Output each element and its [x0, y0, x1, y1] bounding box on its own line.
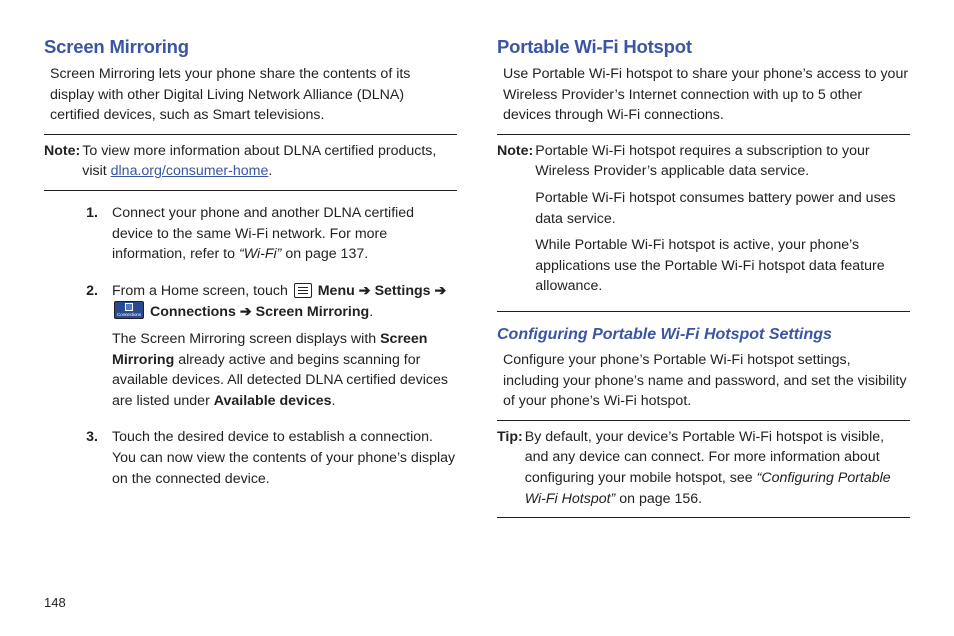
note-label: Note: [497, 141, 535, 303]
menu-label: Menu [318, 283, 355, 299]
step2-pre: From a Home screen, touch [112, 283, 292, 299]
step3-text: Touch the desired device to establish a … [112, 427, 457, 489]
screen-mirroring-label: Screen Mirroring [256, 304, 370, 320]
step-3: Touch the desired device to establish a … [44, 427, 457, 495]
step-2: From a Home screen, touch Menu ➔ Setting… [44, 281, 457, 418]
note-block-dlna: Note: To view more information about DLN… [44, 134, 457, 191]
note2: Portable Wi-Fi hotspot consumes battery … [535, 188, 910, 229]
note-label: Note: [44, 141, 82, 182]
menu-icon [294, 283, 312, 298]
step-1: Connect your phone and another DLNA cert… [44, 203, 457, 271]
note-block-hotspot: Note: Portable Wi-Fi hotspot requires a … [497, 134, 910, 312]
connections-label: Connections [150, 304, 236, 320]
left-column: Screen Mirroring Screen Mirroring lets y… [44, 36, 457, 530]
arrow-icon: ➔ [435, 283, 447, 299]
screen-mirroring-heading: Screen Mirroring [44, 36, 457, 58]
note-text: To view more information about DLNA cert… [82, 141, 457, 182]
connections-icon-label: Connections [115, 313, 143, 318]
right-column: Portable Wi-Fi Hotspot Use Portable Wi-F… [497, 36, 910, 530]
step2-p2d: Available devices [214, 393, 332, 409]
note-post-text: . [268, 163, 272, 179]
tip-text: By default, your device’s Portable Wi-Fi… [525, 427, 910, 509]
step1-post: on page 137. [281, 246, 368, 262]
dlna-link[interactable]: dlna.org/consumer-home [111, 163, 269, 179]
tip-block: Tip: By default, your device’s Portable … [497, 420, 910, 518]
connections-icon: Connections [114, 301, 144, 319]
screen-mirroring-intro: Screen Mirroring lets your phone share t… [50, 64, 457, 126]
step1-ref: “Wi-Fi” [239, 246, 281, 262]
steps-list: Connect your phone and another DLNA cert… [44, 203, 457, 495]
period: . [369, 304, 373, 320]
note-text: Portable Wi-Fi hotspot requires a subscr… [535, 141, 910, 303]
arrow-icon: ➔ [240, 304, 252, 320]
period: . [332, 393, 336, 409]
step2-p2a: The Screen Mirroring screen displays wit… [112, 331, 380, 347]
note1: Portable Wi-Fi hotspot requires a subscr… [535, 141, 910, 182]
tip-post: on page 156. [615, 491, 702, 507]
arrow-icon: ➔ [359, 283, 371, 299]
portable-hotspot-heading: Portable Wi-Fi Hotspot [497, 36, 910, 58]
note3: While Portable Wi-Fi hotspot is active, … [535, 235, 910, 297]
configuring-heading: Configuring Portable Wi-Fi Hotspot Setti… [497, 326, 910, 344]
page-columns: Screen Mirroring Screen Mirroring lets y… [44, 36, 910, 530]
configuring-body: Configure your phone’s Portable Wi-Fi ho… [503, 350, 910, 412]
tip-label: Tip: [497, 427, 525, 509]
settings-label: Settings [375, 283, 431, 299]
page-number: 148 [44, 595, 66, 610]
portable-hotspot-intro: Use Portable Wi-Fi hotspot to share your… [503, 64, 910, 126]
